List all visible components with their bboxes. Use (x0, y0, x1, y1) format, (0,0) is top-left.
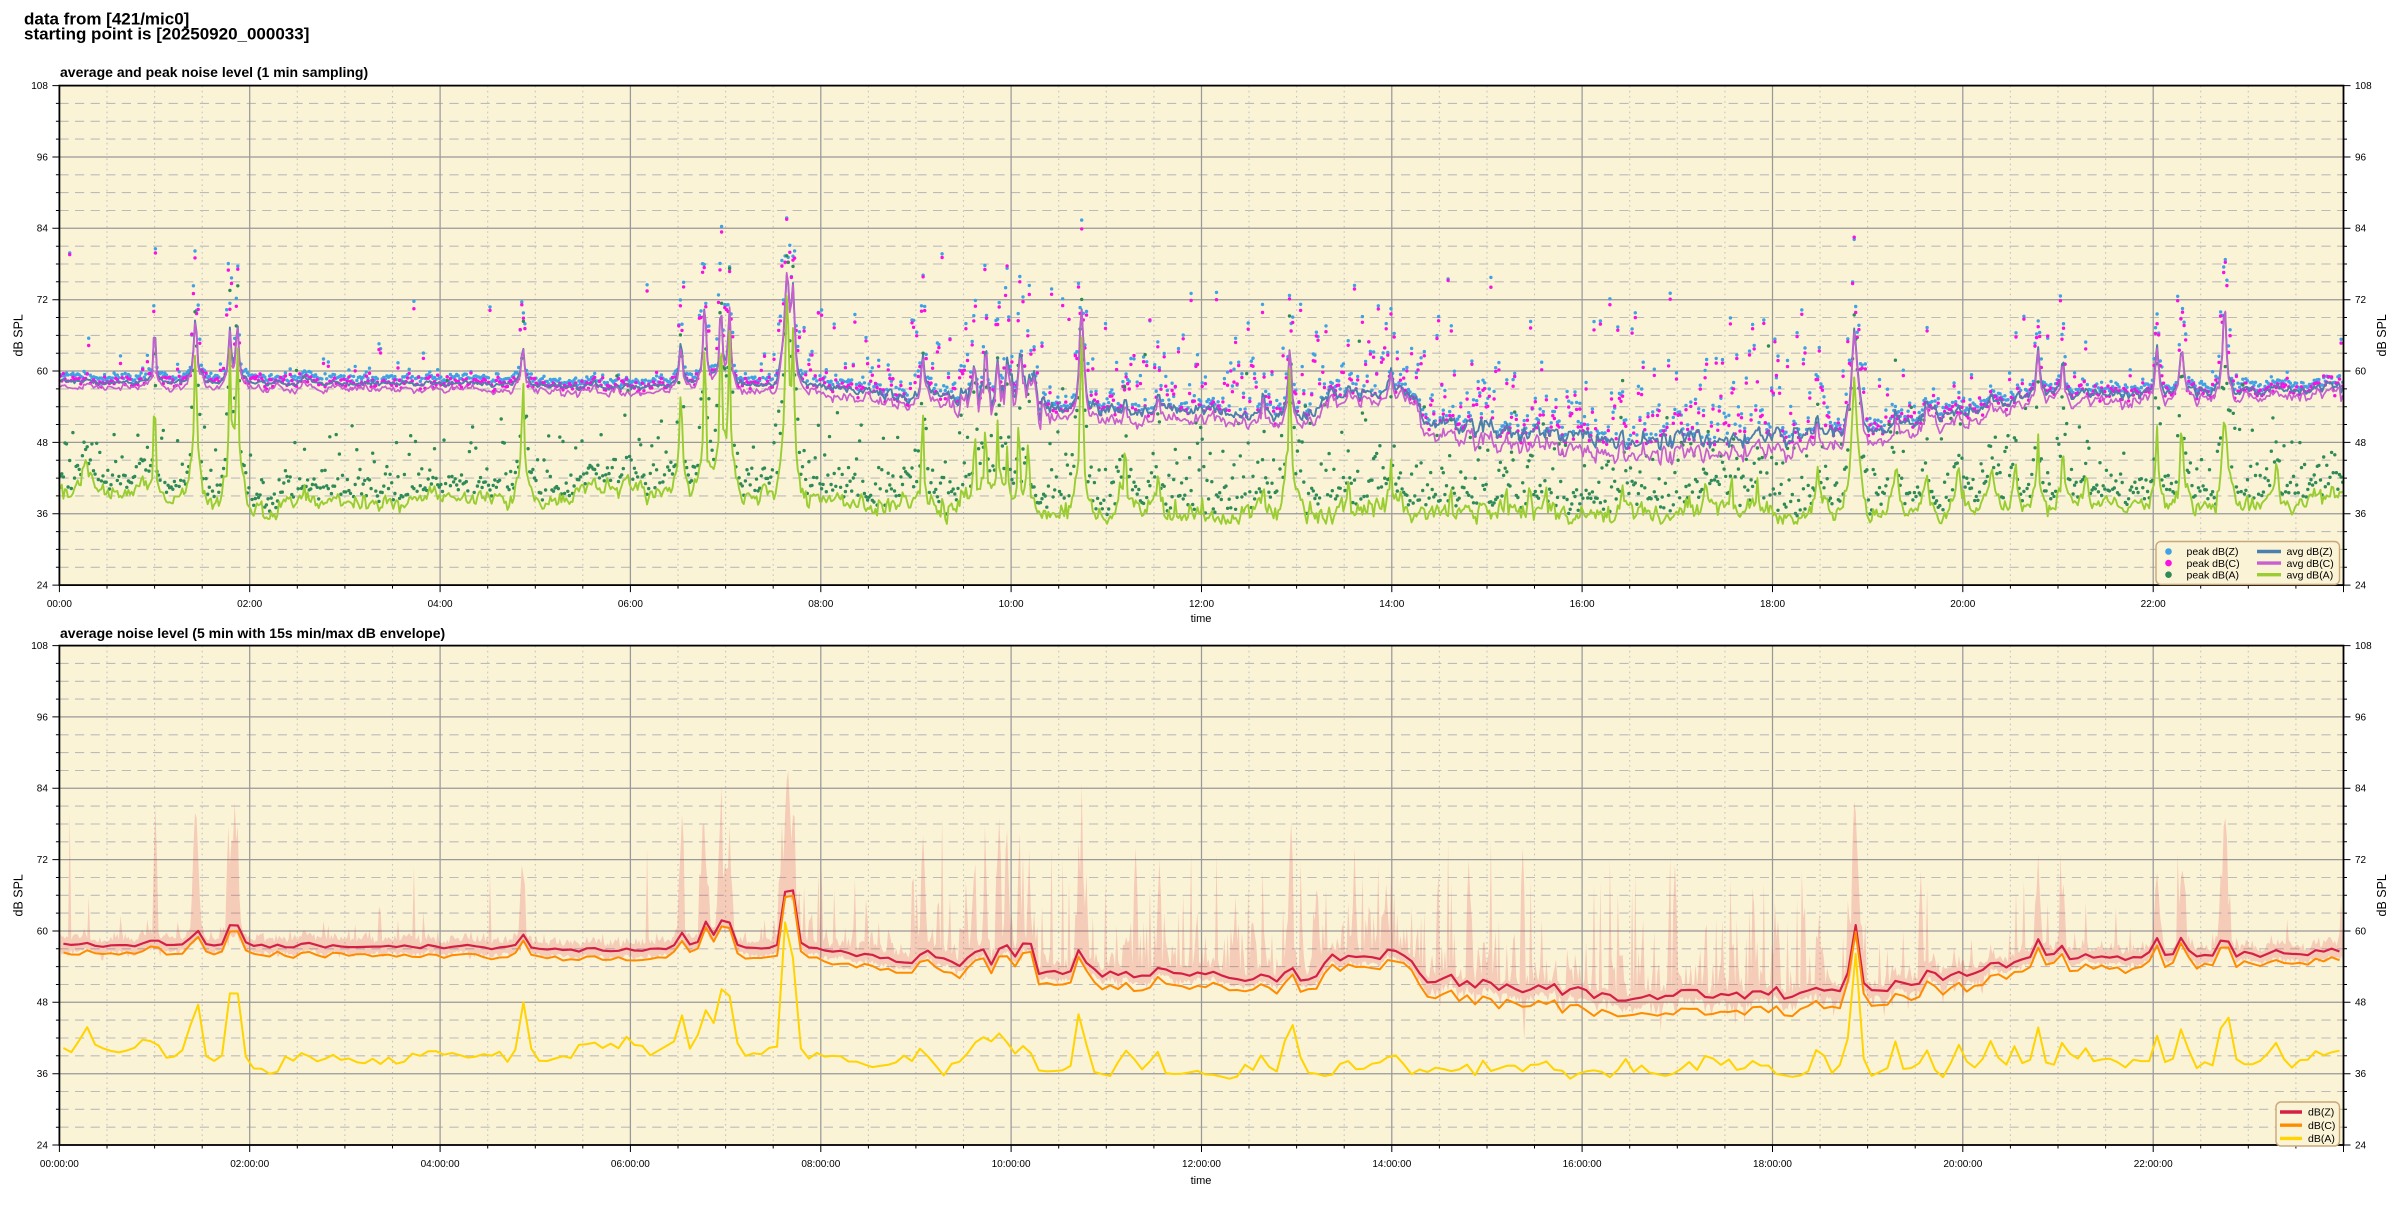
svg-text:avg dB(C): avg dB(C) (2287, 558, 2334, 570)
svg-text:60: 60 (37, 366, 49, 377)
svg-text:dB SPL: dB SPL (2375, 314, 2389, 356)
svg-text:14:00:00: 14:00:00 (1372, 1159, 1411, 1170)
svg-text:data from [421/mic0]: data from [421/mic0] (24, 10, 189, 29)
svg-text:peak dB(A): peak dB(A) (2187, 569, 2240, 581)
svg-text:00:00:00: 00:00:00 (40, 1159, 79, 1170)
svg-text:starting point is [20250920_00: starting point is [20250920_000033] (24, 25, 309, 44)
svg-text:96: 96 (37, 152, 49, 163)
svg-text:48: 48 (2355, 998, 2367, 1009)
svg-text:84: 84 (2355, 224, 2367, 235)
svg-text:18:00:00: 18:00:00 (1753, 1159, 1792, 1170)
svg-text:84: 84 (2355, 784, 2367, 795)
svg-text:20:00: 20:00 (1950, 599, 1975, 610)
svg-text:peak dB(C): peak dB(C) (2187, 558, 2240, 570)
svg-text:20:00:00: 20:00:00 (1943, 1159, 1982, 1170)
svg-text:72: 72 (2355, 855, 2367, 866)
svg-text:84: 84 (37, 224, 49, 235)
svg-text:06:00: 06:00 (618, 599, 643, 610)
svg-text:10:00:00: 10:00:00 (992, 1159, 1031, 1170)
svg-text:18:00: 18:00 (1760, 599, 1785, 610)
svg-text:16:00:00: 16:00:00 (1563, 1159, 1602, 1170)
svg-text:108: 108 (31, 81, 48, 92)
svg-text:36: 36 (2355, 1069, 2367, 1080)
svg-text:60: 60 (2355, 926, 2367, 937)
svg-text:time: time (1191, 613, 1212, 625)
svg-text:dB SPL: dB SPL (12, 874, 26, 916)
svg-text:time: time (1191, 1175, 1212, 1187)
svg-text:06:00:00: 06:00:00 (611, 1159, 650, 1170)
svg-text:02:00: 02:00 (237, 599, 262, 610)
svg-text:84: 84 (37, 784, 49, 795)
svg-text:dB(A): dB(A) (2308, 1133, 2335, 1145)
svg-text:average noise level (5 min wit: average noise level (5 min with 15s min/… (60, 625, 445, 641)
svg-text:72: 72 (37, 295, 49, 306)
svg-text:60: 60 (37, 926, 49, 937)
svg-text:72: 72 (37, 855, 49, 866)
svg-text:96: 96 (37, 712, 49, 723)
svg-text:12:00: 12:00 (1189, 599, 1214, 610)
svg-text:24: 24 (2355, 1140, 2367, 1151)
svg-text:avg dB(Z): avg dB(Z) (2287, 546, 2333, 558)
svg-text:108: 108 (2355, 81, 2372, 92)
svg-text:48: 48 (37, 438, 49, 449)
svg-text:22:00:00: 22:00:00 (2134, 1159, 2173, 1170)
svg-text:24: 24 (37, 581, 49, 592)
svg-text:08:00:00: 08:00:00 (801, 1159, 840, 1170)
svg-text:10:00: 10:00 (999, 599, 1024, 610)
svg-text:48: 48 (37, 998, 49, 1009)
svg-text:36: 36 (37, 509, 49, 520)
svg-text:04:00:00: 04:00:00 (421, 1159, 460, 1170)
svg-text:dB SPL: dB SPL (2375, 874, 2389, 916)
svg-text:average and peak noise level (: average and peak noise level (1 min samp… (60, 64, 368, 80)
svg-text:24: 24 (37, 1140, 49, 1151)
svg-text:36: 36 (2355, 509, 2367, 520)
svg-text:22:00: 22:00 (2141, 599, 2166, 610)
svg-text:08:00: 08:00 (808, 599, 833, 610)
svg-text:16:00: 16:00 (1570, 599, 1595, 610)
svg-text:00:00: 00:00 (47, 599, 72, 610)
svg-text:dB SPL: dB SPL (12, 314, 26, 356)
svg-text:04:00: 04:00 (428, 599, 453, 610)
svg-text:108: 108 (2355, 641, 2372, 652)
svg-text:12:00:00: 12:00:00 (1182, 1159, 1221, 1170)
svg-text:60: 60 (2355, 366, 2367, 377)
svg-text:24: 24 (2355, 581, 2367, 592)
svg-text:48: 48 (2355, 438, 2367, 449)
svg-text:dB(Z): dB(Z) (2308, 1107, 2334, 1119)
svg-text:108: 108 (31, 641, 48, 652)
svg-text:36: 36 (37, 1069, 49, 1080)
svg-text:02:00:00: 02:00:00 (230, 1159, 269, 1170)
svg-text:dB(C): dB(C) (2308, 1120, 2335, 1132)
svg-text:96: 96 (2355, 152, 2367, 163)
svg-text:72: 72 (2355, 295, 2367, 306)
svg-text:96: 96 (2355, 712, 2367, 723)
svg-text:14:00: 14:00 (1379, 599, 1404, 610)
svg-text:peak dB(Z): peak dB(Z) (2187, 546, 2239, 558)
svg-text:avg dB(A): avg dB(A) (2287, 569, 2334, 581)
